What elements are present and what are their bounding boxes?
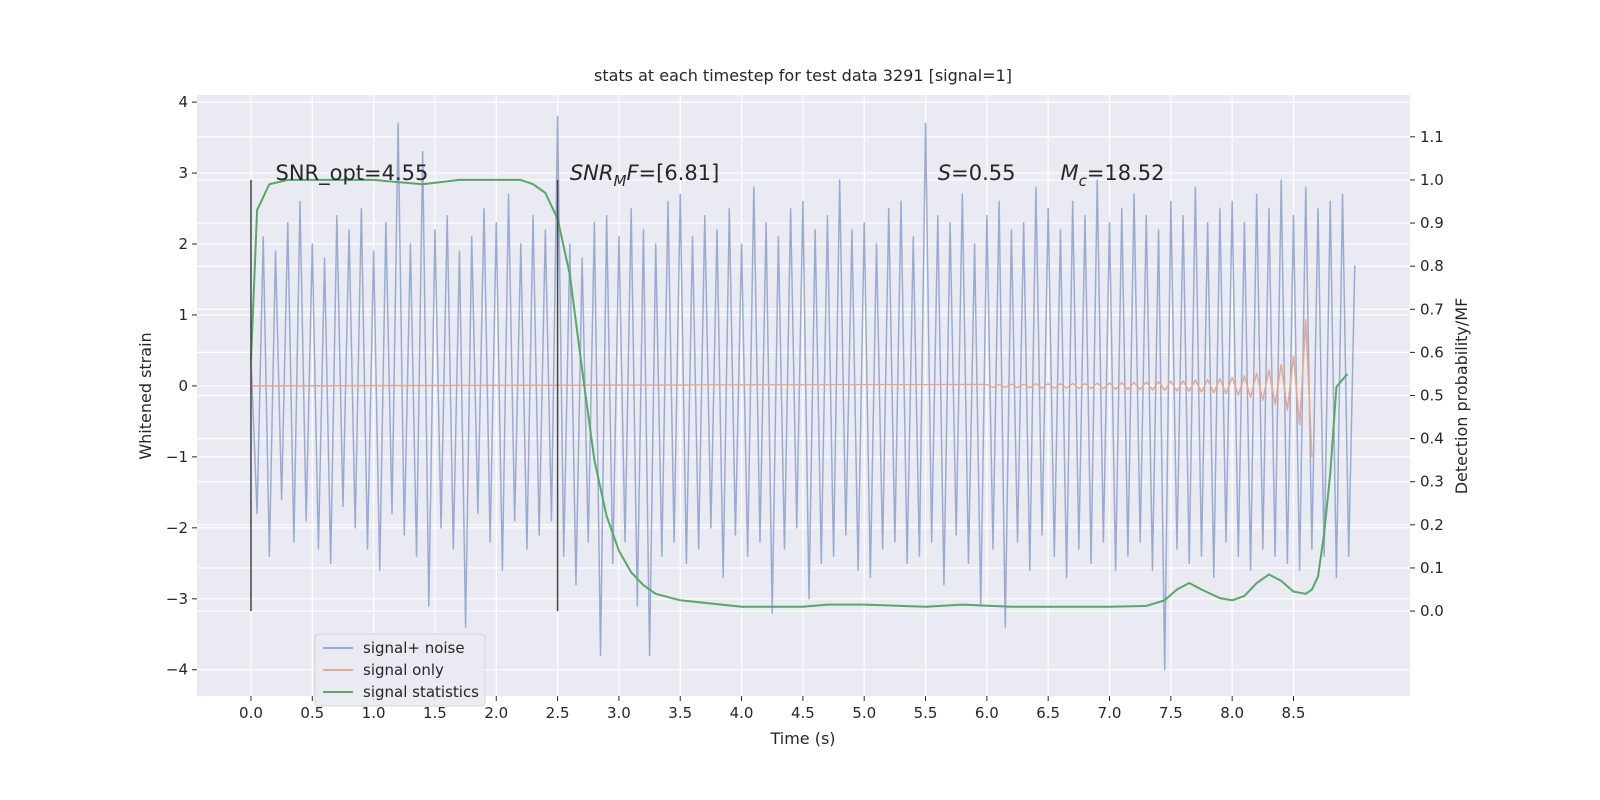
annotation: SNR_opt=4.55: [275, 161, 428, 186]
annotation-part: SNR_opt=4.55: [275, 161, 428, 186]
x-tick-label: 4.5: [791, 704, 815, 722]
chart-title: stats at each timestep for test data 329…: [594, 66, 1012, 85]
legend-label: signal statistics: [363, 683, 479, 701]
legend: signal+ noise signal only signal statistic…: [314, 633, 486, 707]
y-tick-label: 2: [178, 235, 188, 253]
y2-axis-label: Detection probability/MF: [1452, 298, 1471, 495]
x-tick-label: 0.5: [300, 704, 324, 722]
y2-tick-label: 0.1: [1420, 559, 1444, 577]
series-line: [249, 178, 1349, 608]
x-tick-label: 0.0: [239, 704, 263, 722]
x-tick-label: 4.0: [730, 704, 754, 722]
x-tick-label: 7.5: [1159, 704, 1183, 722]
annotation-part: =18.52: [1087, 161, 1165, 185]
x-tick-label: 3.0: [607, 704, 631, 722]
annotation-part: F: [626, 161, 639, 185]
series-line: [250, 115, 1356, 671]
annotation: SNRMF=[6.81]: [570, 161, 719, 190]
y2-tick-label: 0.4: [1420, 430, 1444, 448]
annotation-part: =[6.81]: [639, 161, 720, 185]
y-tick-label: 4: [178, 93, 188, 111]
x-tick-label: 5.0: [852, 704, 876, 722]
y2-tick-label: 0.3: [1420, 473, 1444, 491]
y2-tick-label: 1.0: [1420, 171, 1444, 189]
annotation-part: SNR: [570, 161, 614, 185]
annotation: S=0.55: [938, 161, 1016, 185]
y2-tick-label: 0.2: [1420, 516, 1444, 534]
x-tick-label: 3.5: [668, 704, 692, 722]
annotation-part: S: [938, 161, 951, 185]
x-tick-label: 7.0: [1098, 704, 1122, 722]
y2-tick-label: 0.7: [1420, 300, 1444, 318]
annotation-part: M: [1060, 161, 1078, 185]
y-tick-label: −1: [166, 448, 188, 466]
x-tick-label: 6.0: [975, 704, 999, 722]
annotation-part: M: [613, 172, 626, 190]
x-tick-label: 8.5: [1282, 704, 1306, 722]
y-tick-label: −3: [166, 590, 188, 608]
legend-label: signal only: [363, 661, 444, 679]
x-tick-label: 1.5: [423, 704, 447, 722]
y-tick-label: 0: [178, 377, 188, 395]
legend-label: signal+ noise: [363, 639, 465, 657]
y2-tick-label: 0.0: [1420, 602, 1444, 620]
x-tick-label: 8.0: [1220, 704, 1244, 722]
y2-tick-label: 0.6: [1420, 343, 1444, 361]
ticks: 0.0 0.5 1.0 1.5 2.0 2.5 3.0 3.5 4.0 4.5 5.0 5.5 6.0 6…: [166, 93, 1444, 722]
x-tick-label: 2.0: [484, 704, 508, 722]
y2-tick-label: 0.9: [1420, 214, 1444, 232]
annotation-part: =0.55: [951, 161, 1015, 185]
y2-tick-label: 1.1: [1420, 128, 1444, 146]
y-tick-label: −4: [166, 661, 188, 679]
annotation-part: c: [1079, 172, 1088, 190]
y-tick-label: 1: [178, 306, 188, 324]
x-axis-label: Time (s): [769, 729, 835, 748]
legend-box: [314, 633, 486, 707]
x-tick-label: 6.5: [1036, 704, 1060, 722]
x-tick-label: 2.5: [546, 704, 570, 722]
x-tick-label: 5.5: [914, 704, 938, 722]
x-tick-label: 1.0: [362, 704, 386, 722]
marks: SNR_opt=4.55 SNRMF=[6.81] S=0.55 Mc=18.52: [249, 115, 1356, 671]
y2-tick-label: 0.8: [1420, 257, 1444, 275]
y-tick-label: −2: [166, 519, 188, 537]
annotation: Mc=18.52: [1060, 161, 1164, 190]
series-line: [250, 319, 1313, 457]
y-axis-label: Whitened strain: [136, 332, 155, 459]
y-tick-label: 3: [178, 164, 188, 182]
y2-tick-label: 0.5: [1420, 387, 1444, 405]
